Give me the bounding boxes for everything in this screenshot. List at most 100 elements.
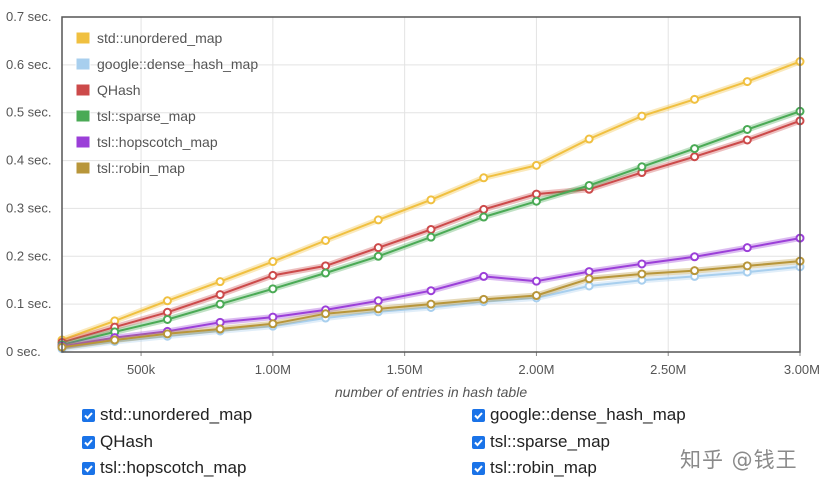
x-tick-label: 3.00M bbox=[784, 362, 820, 377]
data-point[interactable] bbox=[479, 212, 489, 222]
data-point[interactable] bbox=[321, 261, 331, 271]
y-tick-label: 0.5 sec. bbox=[6, 105, 52, 120]
x-axis-title: number of entries in hash table bbox=[335, 384, 527, 400]
data-point[interactable] bbox=[426, 224, 436, 234]
toggle-tsl-sparse-map[interactable]: tsl::sparse_map bbox=[472, 431, 610, 453]
data-point[interactable] bbox=[531, 160, 541, 170]
checkbox-checked-icon[interactable] bbox=[472, 408, 485, 422]
data-point[interactable] bbox=[321, 268, 331, 278]
data-point[interactable] bbox=[690, 144, 700, 154]
data-point[interactable] bbox=[373, 304, 383, 314]
data-point[interactable] bbox=[426, 232, 436, 242]
data-point[interactable] bbox=[531, 276, 541, 286]
x-tick-label: 1.00M bbox=[255, 362, 291, 377]
y-tick-label: 0 sec. bbox=[6, 344, 41, 359]
toggle-qhash[interactable]: QHash bbox=[82, 431, 153, 453]
data-point[interactable] bbox=[479, 204, 489, 214]
data-point[interactable] bbox=[742, 124, 752, 134]
data-point[interactable] bbox=[373, 296, 383, 306]
legend: std::unordered_mapgoogle::dense_hash_map… bbox=[75, 30, 258, 176]
toggle-label: google::dense_hash_map bbox=[490, 405, 686, 424]
data-point[interactable] bbox=[373, 251, 383, 261]
y-tick-label: 0.4 sec. bbox=[6, 153, 52, 168]
legend-swatch bbox=[75, 109, 91, 123]
data-point[interactable] bbox=[321, 309, 331, 319]
legend-swatch bbox=[75, 83, 91, 97]
axis-ticks: 0 sec. 0.1 sec. 0.2 sec. 0.3 sec. 0.4 sec. 0.… bbox=[6, 9, 820, 377]
data-point[interactable] bbox=[584, 281, 594, 291]
data-point[interactable] bbox=[215, 324, 225, 334]
data-point[interactable] bbox=[584, 274, 594, 284]
data-point[interactable] bbox=[215, 290, 225, 300]
checkbox-checked-icon[interactable] bbox=[82, 408, 95, 422]
legend-swatch bbox=[75, 161, 91, 175]
x-tick-label: 500k bbox=[127, 362, 156, 377]
checkbox-checked-icon[interactable] bbox=[472, 435, 485, 449]
data-point[interactable] bbox=[373, 243, 383, 253]
toggle-label: tsl::sparse_map bbox=[490, 432, 610, 451]
legend-swatch bbox=[75, 57, 91, 71]
data-point[interactable] bbox=[637, 162, 647, 172]
data-point[interactable] bbox=[637, 259, 647, 269]
data-point[interactable] bbox=[426, 195, 436, 205]
data-point[interactable] bbox=[742, 135, 752, 145]
series-lines bbox=[57, 57, 805, 354]
data-point[interactable] bbox=[268, 284, 278, 294]
checkbox-checked-icon[interactable] bbox=[82, 461, 95, 475]
data-point[interactable] bbox=[162, 314, 172, 324]
line-chart: 0 sec. 0.1 sec. 0.2 sec. 0.3 sec. 0.4 sec. 0.… bbox=[6, 9, 820, 400]
data-point[interactable] bbox=[637, 111, 647, 121]
data-point[interactable] bbox=[531, 189, 541, 199]
toggle-tsl-robin-map[interactable]: tsl::robin_map bbox=[472, 457, 597, 479]
x-tick-label: 1.50M bbox=[387, 362, 423, 377]
data-point[interactable] bbox=[162, 307, 172, 317]
data-point[interactable] bbox=[162, 329, 172, 339]
legend-label: tsl::hopscotch_map bbox=[97, 134, 218, 150]
checkbox-checked-icon[interactable] bbox=[82, 435, 95, 449]
data-point[interactable] bbox=[110, 335, 120, 345]
toggle-label: std::unordered_map bbox=[100, 405, 253, 424]
data-point[interactable] bbox=[479, 271, 489, 281]
legend-swatch bbox=[75, 135, 91, 149]
data-point[interactable] bbox=[531, 291, 541, 301]
data-point[interactable] bbox=[479, 173, 489, 183]
legend-swatch bbox=[75, 31, 91, 45]
y-tick-label: 0.1 sec. bbox=[6, 296, 52, 311]
x-tick-label: 2.50M bbox=[650, 362, 686, 377]
data-point[interactable] bbox=[584, 134, 594, 144]
data-point[interactable] bbox=[584, 180, 594, 190]
data-point[interactable] bbox=[162, 296, 172, 306]
data-point[interactable] bbox=[690, 94, 700, 104]
data-point[interactable] bbox=[321, 235, 331, 245]
data-point[interactable] bbox=[479, 294, 489, 304]
data-point[interactable] bbox=[690, 252, 700, 262]
legend-label: std::unordered_map bbox=[97, 30, 223, 46]
data-point[interactable] bbox=[584, 267, 594, 277]
toggle-tsl-hopscotch-map[interactable]: tsl::hopscotch_map bbox=[82, 457, 246, 479]
data-point[interactable] bbox=[215, 299, 225, 309]
data-point[interactable] bbox=[742, 77, 752, 87]
data-point[interactable] bbox=[373, 215, 383, 225]
data-point[interactable] bbox=[268, 319, 278, 329]
data-point[interactable] bbox=[215, 277, 225, 287]
toggle-google-dense-hash-map[interactable]: google::dense_hash_map bbox=[472, 404, 686, 426]
data-point[interactable] bbox=[690, 266, 700, 276]
checkbox-checked-icon[interactable] bbox=[472, 461, 485, 475]
x-tick-label: 2.00M bbox=[518, 362, 554, 377]
data-point[interactable] bbox=[742, 243, 752, 253]
data-point[interactable] bbox=[637, 269, 647, 279]
data-point[interactable] bbox=[426, 299, 436, 309]
data-point[interactable] bbox=[690, 152, 700, 162]
y-tick-label: 0.3 sec. bbox=[6, 200, 52, 215]
toggle-std-unordered-map[interactable]: std::unordered_map bbox=[82, 404, 252, 426]
data-point[interactable] bbox=[531, 196, 541, 206]
series-3 bbox=[57, 106, 805, 350]
data-point[interactable] bbox=[742, 261, 752, 271]
data-point[interactable] bbox=[268, 270, 278, 280]
data-point[interactable] bbox=[268, 257, 278, 267]
legend-label: tsl::robin_map bbox=[97, 160, 185, 176]
toggle-label: tsl::hopscotch_map bbox=[100, 458, 247, 477]
toggle-label: QHash bbox=[100, 432, 153, 451]
plot-area-frame bbox=[61, 16, 801, 353]
data-point[interactable] bbox=[426, 286, 436, 296]
